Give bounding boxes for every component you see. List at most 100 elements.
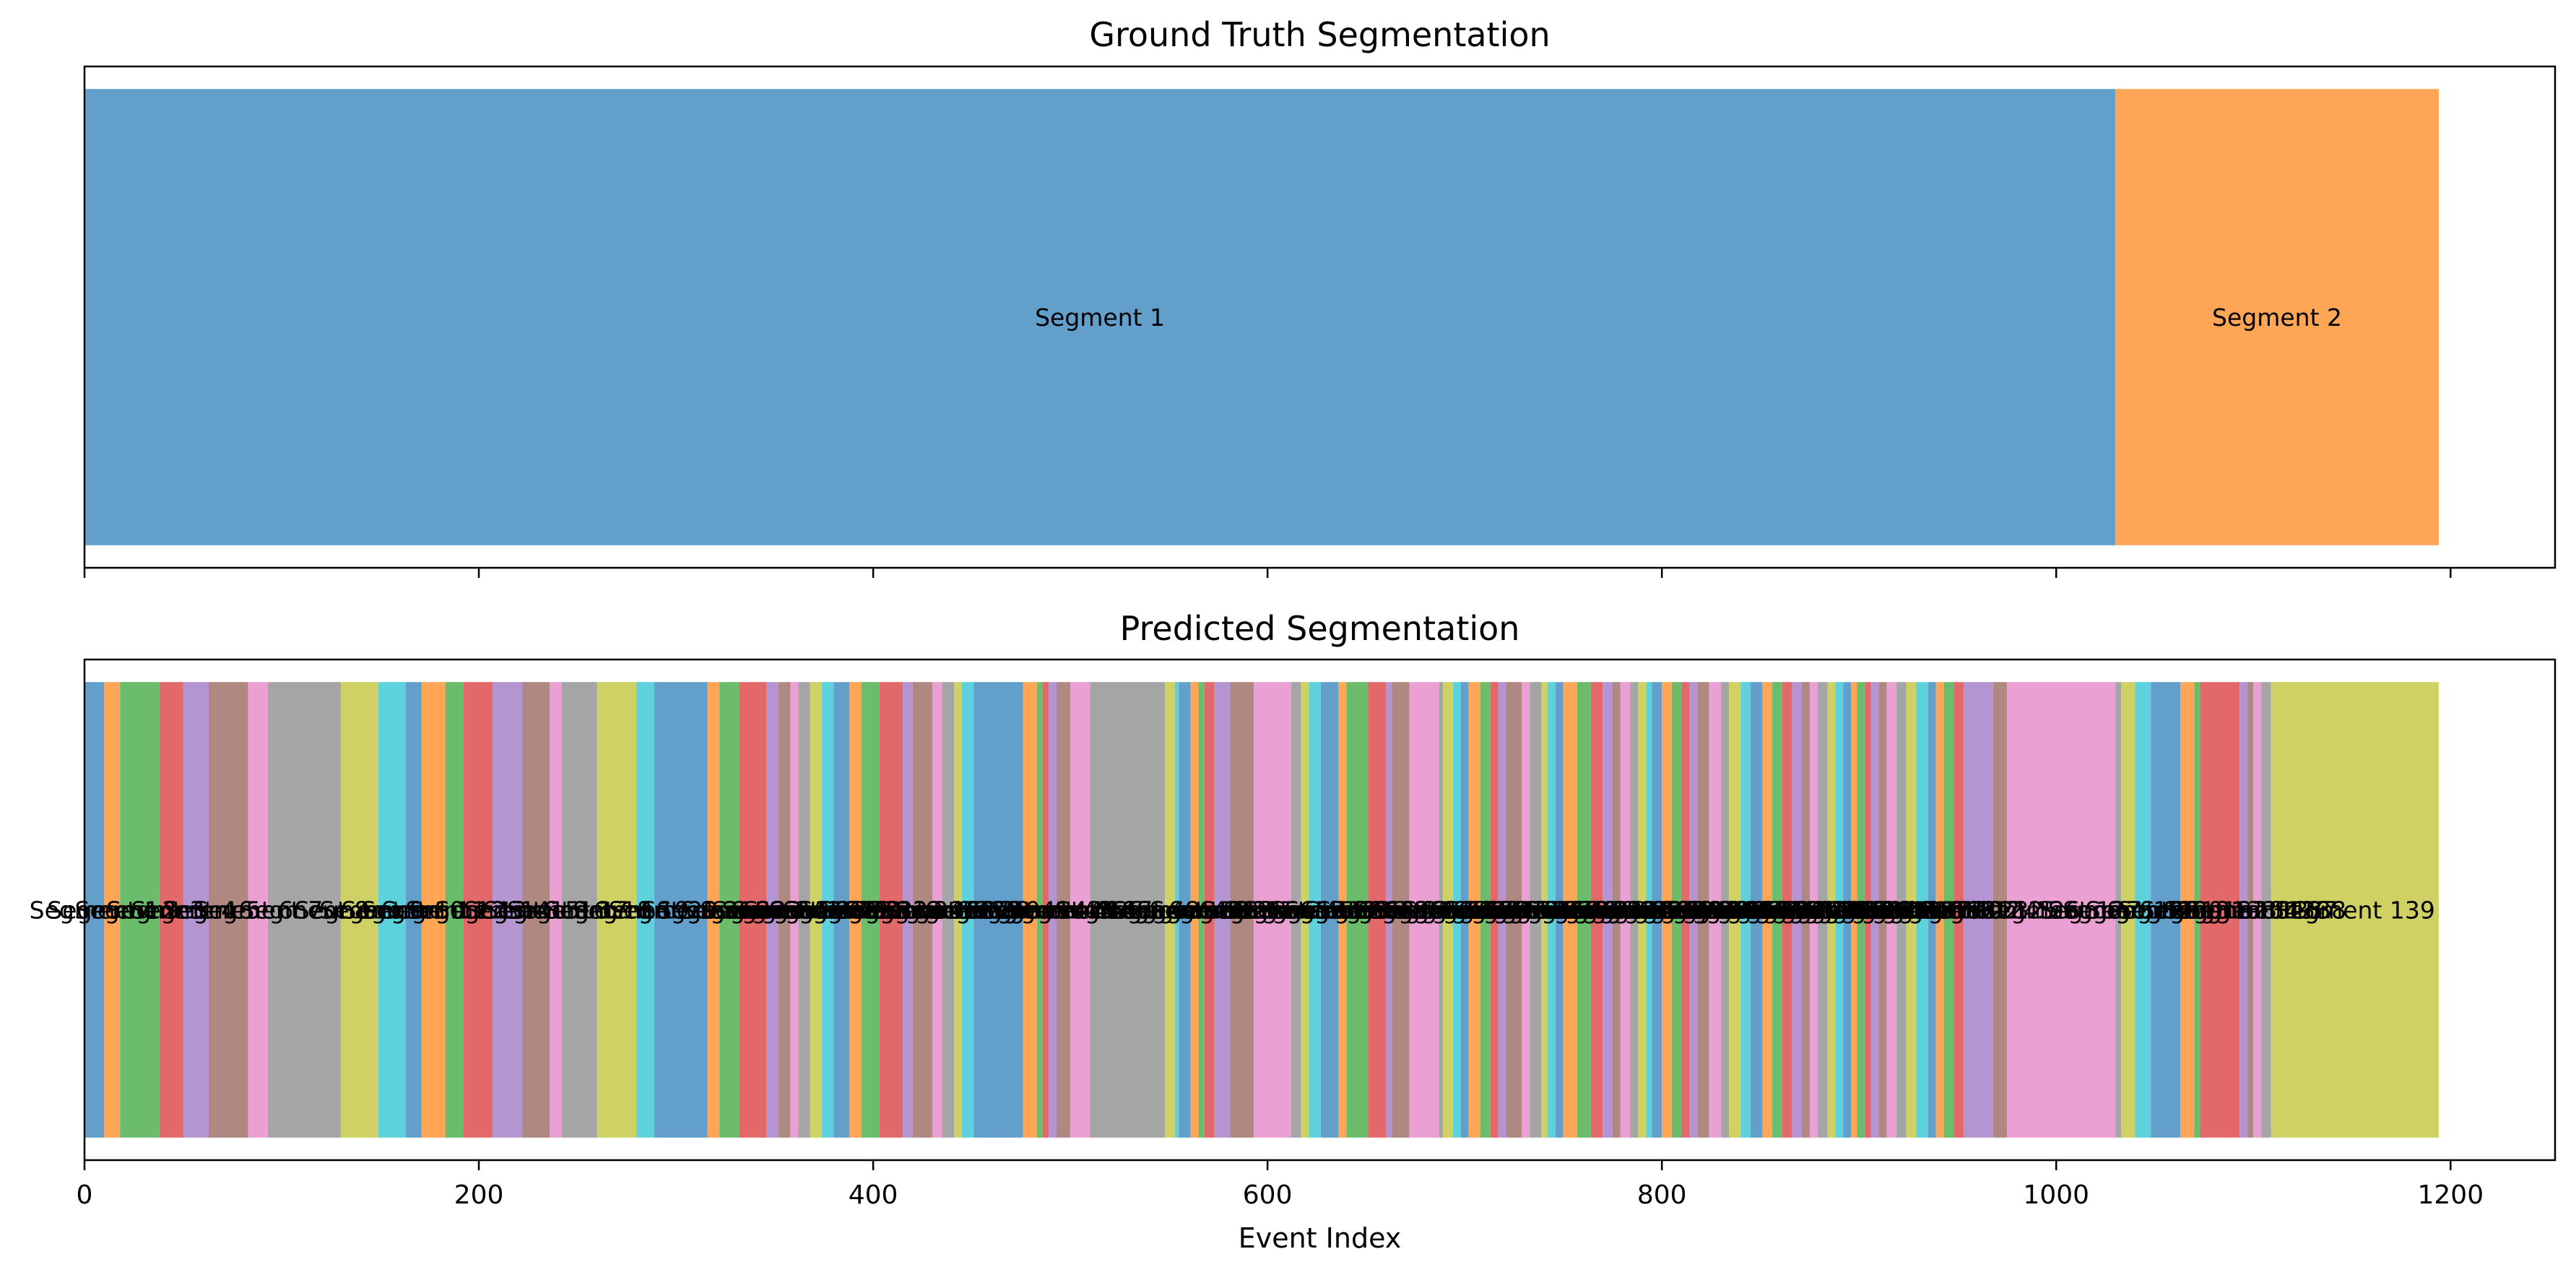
x-axis-label: Event Index bbox=[1239, 1222, 1402, 1254]
segment-label: Segment 16 bbox=[464, 896, 609, 925]
segment-bar bbox=[1254, 682, 1291, 1138]
segment-label: Segment 44 bbox=[973, 896, 1119, 925]
segment-label: Segment 64 bbox=[1304, 896, 1449, 925]
segment-label: Segment 115 bbox=[1795, 896, 1955, 925]
segment-bar bbox=[2115, 682, 2122, 1138]
segment-bar bbox=[378, 682, 407, 1138]
segment-label: Segment 32 bbox=[783, 896, 928, 925]
segment-bar bbox=[1090, 682, 1166, 1138]
segment-bar bbox=[1870, 682, 1879, 1138]
segment-bar bbox=[766, 682, 779, 1138]
segment-bar bbox=[1620, 682, 1631, 1138]
segment-bar bbox=[739, 682, 767, 1138]
segment-label: Segment 101 bbox=[1676, 896, 1836, 925]
segment-bar bbox=[973, 682, 1023, 1138]
segment-bar bbox=[2115, 89, 2439, 545]
segment-bar bbox=[654, 682, 708, 1138]
segment-bar bbox=[1506, 682, 1522, 1138]
segment-label: Segment 127 bbox=[1981, 896, 2141, 925]
segment-label: Segment 129 bbox=[2048, 896, 2208, 925]
segment-bar bbox=[636, 682, 655, 1138]
segment-bar bbox=[597, 682, 637, 1138]
segment-bar bbox=[1190, 682, 1199, 1138]
segment-label: Segment 86 bbox=[1544, 896, 1689, 925]
segment-label: Segment 136 bbox=[2170, 896, 2330, 925]
segment-label: Segment 7 bbox=[193, 896, 323, 925]
segment-bar bbox=[1729, 682, 1741, 1138]
segment-bar bbox=[1522, 682, 1530, 1138]
segment-label: Segment 26 bbox=[712, 896, 857, 925]
segment-bar bbox=[1762, 682, 1773, 1138]
segment-bar bbox=[1468, 682, 1481, 1138]
segment-bar bbox=[942, 682, 955, 1138]
segment-bar bbox=[1843, 682, 1852, 1138]
segment-bar bbox=[1662, 682, 1672, 1138]
segment-bar bbox=[1772, 682, 1782, 1138]
segment-bar bbox=[1460, 682, 1469, 1138]
segment-bar bbox=[1204, 682, 1215, 1138]
segment-bar bbox=[1697, 682, 1709, 1138]
segment-bar bbox=[2261, 682, 2271, 1138]
segment-bar bbox=[1541, 682, 1548, 1138]
x-tick-label: 200 bbox=[454, 1180, 504, 1210]
segment-label: Segment 122 bbox=[1860, 896, 2020, 925]
segment-bar bbox=[1802, 682, 1810, 1138]
segment-bar bbox=[2135, 682, 2151, 1138]
segment-label: Segment 30 bbox=[755, 896, 901, 925]
segment-bar bbox=[1835, 682, 1844, 1138]
segment-label: Segment 67 bbox=[1352, 896, 1497, 925]
segment-bar bbox=[1671, 682, 1682, 1138]
segment-label: Segment 57 bbox=[1200, 896, 1345, 925]
segment-label: Segment 135 bbox=[2164, 896, 2324, 925]
segment-bar bbox=[1409, 682, 1439, 1138]
segment-bar bbox=[1555, 682, 1564, 1138]
segment-bar bbox=[1070, 682, 1090, 1138]
segment-label: Segment 2 bbox=[47, 896, 177, 925]
segment-bar bbox=[2194, 682, 2200, 1138]
segment-bar bbox=[1320, 682, 1339, 1138]
segment-label: Segment 103 bbox=[1697, 896, 1857, 925]
segment-bar bbox=[961, 682, 974, 1138]
segment-bar bbox=[822, 682, 834, 1138]
segment-label: Segment 73 bbox=[1413, 896, 1558, 925]
segment-label: Segment 94 bbox=[1613, 896, 1758, 925]
segment-label: Segment 35 bbox=[835, 896, 980, 925]
segment-label: Segment 50 bbox=[1104, 896, 1249, 925]
segment-label: Segment 77 bbox=[1453, 896, 1598, 925]
segment-label: Segment 5 bbox=[131, 896, 261, 925]
segment-bar bbox=[2200, 682, 2240, 1138]
segment-label: Segment 110 bbox=[1759, 896, 1920, 925]
segment-label: Segment 34 bbox=[818, 896, 963, 925]
segment-label: Segment 107 bbox=[1733, 896, 1894, 925]
segment-label: Segment 114 bbox=[1788, 896, 1948, 925]
segment-label: Segment 82 bbox=[1498, 896, 1643, 925]
segment-bar bbox=[1992, 682, 2007, 1138]
segment-label: Segment 120 bbox=[1842, 896, 2003, 925]
segment-bar bbox=[209, 682, 248, 1138]
segment-label: Segment 8 bbox=[239, 896, 369, 925]
segment-bar bbox=[1174, 682, 1179, 1138]
segment-bar bbox=[798, 682, 810, 1138]
panel-title: Predicted Segmentation bbox=[1120, 609, 1520, 648]
x-tick-label: 600 bbox=[1243, 1180, 1293, 1210]
segment-label: Segment 36 bbox=[850, 896, 995, 925]
segment-label: Segment 41 bbox=[926, 896, 1071, 925]
segment-bar bbox=[248, 682, 268, 1138]
segment-bar bbox=[1049, 682, 1057, 1138]
segment-label: Segment 96 bbox=[1631, 896, 1776, 925]
segment-bar bbox=[719, 682, 740, 1138]
segment-label: Segment 79 bbox=[1472, 896, 1617, 925]
segment-bar bbox=[707, 682, 720, 1138]
segment-bar bbox=[1935, 682, 1944, 1138]
segment-bar bbox=[849, 682, 862, 1138]
segment-bar bbox=[120, 682, 160, 1138]
segment-label: Segment 14 bbox=[405, 896, 550, 925]
segment-label: Segment 109 bbox=[1751, 896, 1912, 925]
segment-bar bbox=[903, 682, 913, 1138]
segment-bar bbox=[1953, 682, 1964, 1138]
segment-bar bbox=[267, 682, 341, 1138]
segment-label: Segment 62 bbox=[1270, 896, 1415, 925]
segment-label: Segment 72 bbox=[1402, 896, 1547, 925]
